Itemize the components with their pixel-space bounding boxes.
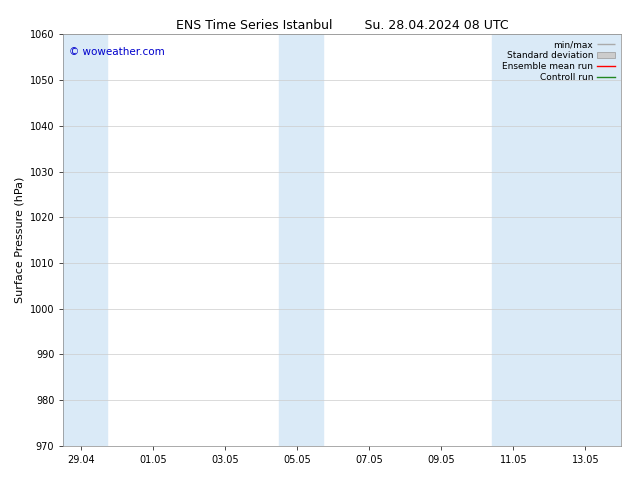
Legend: min/max, Standard deviation, Ensemble mean run, Controll run: min/max, Standard deviation, Ensemble me… bbox=[500, 39, 617, 84]
Bar bbox=[492, 34, 621, 446]
Text: © woweather.com: © woweather.com bbox=[69, 47, 165, 57]
Title: ENS Time Series Istanbul        Su. 28.04.2024 08 UTC: ENS Time Series Istanbul Su. 28.04.2024 … bbox=[176, 19, 508, 32]
Bar bbox=[280, 34, 323, 446]
Bar bbox=[63, 34, 107, 446]
Y-axis label: Surface Pressure (hPa): Surface Pressure (hPa) bbox=[14, 177, 24, 303]
